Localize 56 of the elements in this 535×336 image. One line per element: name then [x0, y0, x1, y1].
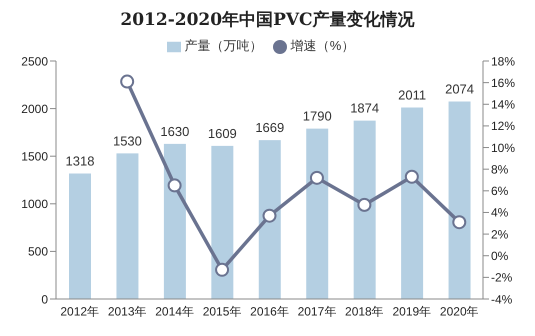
bar	[354, 120, 376, 299]
y2-tick-label: 4%	[491, 206, 509, 220]
x-tick-label: 2014年	[155, 304, 194, 319]
x-tick-label: 2015年	[202, 304, 242, 319]
x-tick-label: 2020年	[440, 304, 479, 319]
point	[262, 208, 276, 223]
legend-label: 产量（万吨）	[184, 38, 263, 53]
point	[120, 74, 134, 89]
y2-tick-label: 16%	[491, 76, 516, 90]
point	[215, 262, 230, 277]
point	[310, 170, 324, 185]
bar	[211, 146, 234, 299]
y-tick-label: 2500	[21, 54, 48, 68]
point	[357, 198, 372, 212]
bar	[448, 102, 471, 299]
data-label: 1630	[160, 124, 190, 139]
y2-tick-label: 8%	[491, 162, 509, 176]
legend-label: 增速（%）	[290, 38, 354, 53]
data-label: 1790	[302, 108, 332, 124]
point	[168, 178, 182, 192]
x-tick-label: 2018年	[345, 304, 384, 319]
x-tick-label: 2012年	[60, 304, 100, 319]
y-tick-label: 1000	[21, 197, 48, 212]
y2-tick-label: -2%	[491, 270, 513, 285]
y-tick-label: 0	[41, 292, 48, 306]
y2-tick-label: 2%	[491, 227, 509, 242]
data-label: 1669	[255, 120, 284, 136]
bar	[401, 108, 424, 299]
y-tick-label: 500	[28, 244, 48, 259]
bar	[69, 174, 91, 299]
x-tick-label: 2019年	[392, 304, 432, 319]
bar	[116, 153, 138, 299]
data-label: 2011	[398, 88, 426, 103]
data-label: 2074	[445, 82, 474, 97]
y2-tick-label: -4%	[491, 292, 513, 306]
point	[452, 215, 466, 230]
data-label: 1874	[350, 100, 380, 116]
y2-tick-label: 10%	[491, 140, 516, 155]
y2-tick-label: 0%	[491, 248, 509, 263]
point	[404, 170, 419, 184]
data-label: 1318	[66, 154, 94, 169]
y-tick-label: 1500	[21, 149, 48, 164]
data-label: 1609	[208, 126, 237, 141]
y2-tick-label: 18%	[491, 54, 516, 68]
chart-title: 2012-2020年中国PVC产量变化情况	[119, 9, 416, 31]
bar	[164, 144, 186, 299]
x-tick-label: 2013年	[108, 304, 147, 319]
y2-tick-label: 6%	[491, 184, 509, 198]
x-tick-label: 2017年	[298, 304, 336, 319]
y2-tick-label: 14%	[491, 98, 516, 112]
bar	[306, 128, 328, 299]
data-label: 1530	[112, 133, 142, 148]
y2-tick-label: 12%	[491, 119, 516, 134]
y-tick-label: 2000	[21, 102, 48, 116]
bar	[258, 140, 281, 299]
x-tick-label: 2016年	[250, 304, 289, 319]
